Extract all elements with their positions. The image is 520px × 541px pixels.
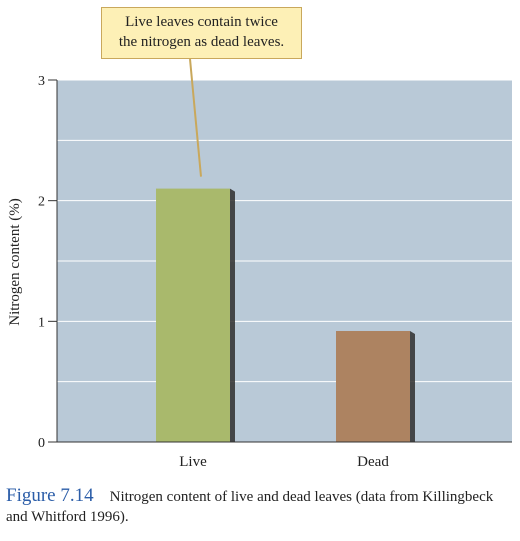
bar-shadow: [230, 188, 235, 442]
figure-caption: Figure 7.14 Nitrogen content of live and …: [6, 486, 514, 527]
chart: 0 1 2 3 Live Dead Nitrogen content (%): [7, 58, 512, 470]
y-tick-label: 0: [38, 436, 45, 451]
annotation-line-1: Live leaves contain twice: [125, 14, 278, 30]
bars: [156, 188, 415, 442]
caption-text: Nitrogen content of live and dead leaves…: [6, 489, 494, 525]
annotation-callout: Live leaves contain twice the nitrogen a…: [101, 7, 302, 59]
y-axis-label: Nitrogen content (%): [7, 198, 23, 325]
bar-dead: [336, 330, 410, 442]
x-category-label: Dead: [357, 454, 389, 470]
annotation-line-2: the nitrogen as dead leaves.: [118, 34, 285, 50]
y-tick-label: 3: [38, 74, 45, 89]
x-category-label: Live: [179, 454, 207, 470]
figure-label: Figure 7.14: [6, 485, 94, 506]
axes: [56, 80, 512, 443]
callout-pointer: [189, 58, 202, 177]
bar-live: [156, 188, 230, 442]
y-ticks: 0 1 2 3: [38, 74, 57, 451]
y-tick-label: 1: [38, 315, 45, 330]
y-tick-label: 2: [38, 195, 45, 210]
gridlines: [57, 79, 512, 383]
x-categories: Live Dead: [179, 454, 389, 470]
bar-shadow: [410, 330, 415, 442]
